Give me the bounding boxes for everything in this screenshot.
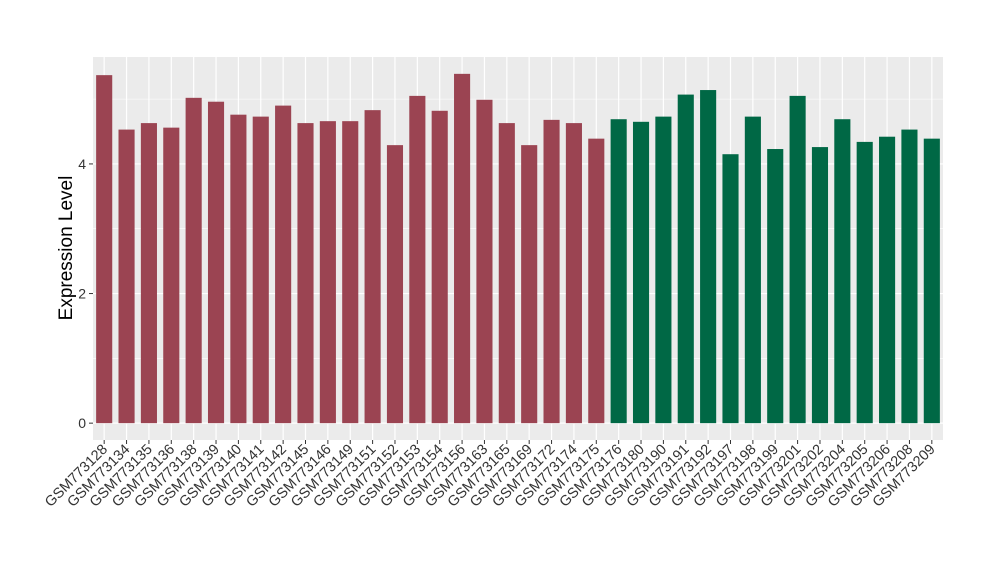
bar <box>744 116 761 424</box>
bar <box>364 110 381 424</box>
bar <box>163 127 180 424</box>
bar <box>543 119 560 424</box>
bar <box>230 114 247 424</box>
bar <box>207 101 225 424</box>
y-tick-label: 2 <box>78 286 86 302</box>
bar <box>521 145 538 424</box>
bar <box>789 95 806 424</box>
bar <box>677 94 694 424</box>
bar <box>498 123 515 424</box>
bar <box>655 116 672 424</box>
bar <box>923 138 940 424</box>
bar <box>275 105 292 424</box>
bar <box>319 121 336 424</box>
bar <box>476 99 493 424</box>
bar <box>856 141 873 424</box>
bar <box>185 97 202 424</box>
bar <box>118 129 135 424</box>
bar <box>140 123 157 424</box>
bar <box>588 138 605 424</box>
bar <box>834 119 851 424</box>
y-tick-label: 4 <box>78 156 86 172</box>
bar <box>722 154 739 424</box>
bar <box>610 119 627 424</box>
y-axis-label: Expression Level <box>56 176 77 321</box>
bar <box>454 73 471 424</box>
bar <box>767 149 784 424</box>
bar <box>409 95 426 424</box>
bar <box>297 123 314 424</box>
bar <box>342 121 359 424</box>
y-tick-label: 0 <box>78 415 86 431</box>
bar <box>96 75 113 424</box>
bar <box>811 147 829 424</box>
bar <box>431 110 448 424</box>
bar <box>901 129 918 424</box>
bar <box>700 90 717 424</box>
bar <box>252 116 269 424</box>
bar <box>632 121 650 424</box>
bar <box>879 136 896 424</box>
bar <box>565 123 582 424</box>
bar <box>386 145 404 424</box>
